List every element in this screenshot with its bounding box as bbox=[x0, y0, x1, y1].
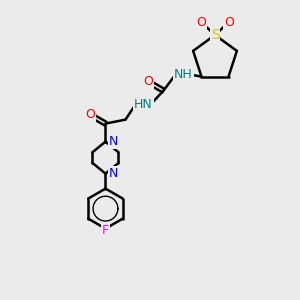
Text: HN: HN bbox=[134, 98, 153, 111]
Text: NH: NH bbox=[174, 68, 193, 81]
Text: O: O bbox=[85, 108, 95, 121]
Text: N: N bbox=[109, 167, 118, 180]
Text: O: O bbox=[196, 16, 206, 28]
Text: S: S bbox=[211, 28, 219, 42]
Text: F: F bbox=[102, 224, 109, 237]
Text: O: O bbox=[224, 16, 234, 28]
Text: N: N bbox=[109, 135, 118, 148]
Text: O: O bbox=[143, 75, 153, 88]
